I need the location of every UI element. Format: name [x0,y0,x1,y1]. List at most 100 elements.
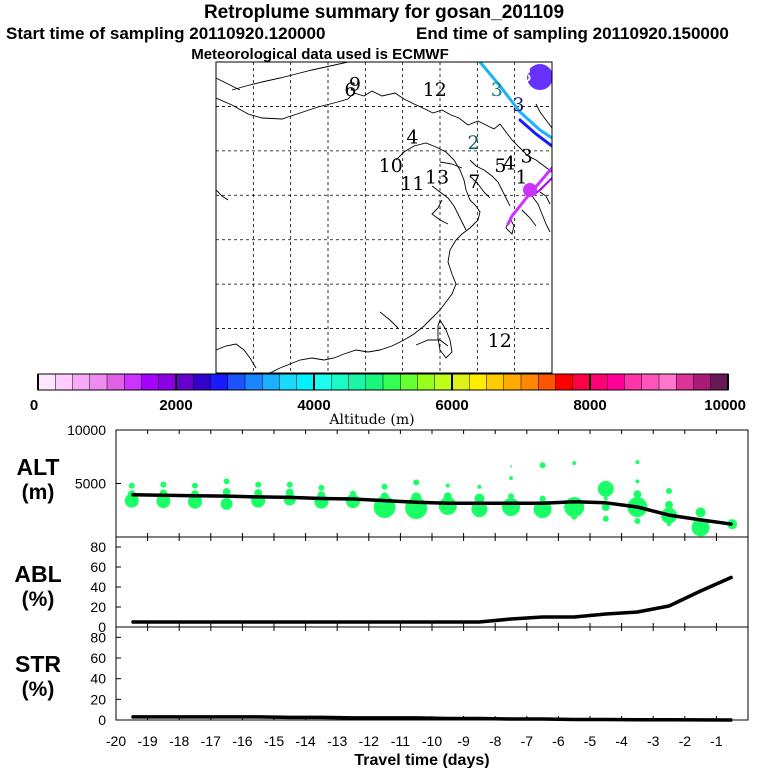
panel-label: STR [15,651,61,677]
cluster-label: 13 [425,167,449,189]
colorbar-swatch [72,373,91,391]
colorbar-swatch [641,373,660,391]
scatter-point [474,493,485,504]
series-point-abl [636,611,639,613]
series-point-abl [289,621,291,623]
x-tick-label: -11 [391,733,410,749]
colorbar-swatch [55,373,74,391]
plume-marker-source [523,183,537,197]
colorbar-swatch [624,373,643,391]
scatter-point [413,479,420,486]
series-point-alt [605,501,607,504]
y-tick-label: 0 [98,619,106,635]
colorbar-swatch [434,373,453,391]
cluster-label: 7 [468,171,480,193]
panel-unit: (%) [22,678,55,701]
scatter-point [286,481,293,488]
series-point-alt [447,502,449,505]
panel-unit: (m) [22,481,55,504]
scatter-point [502,498,520,517]
scatter-point [572,461,577,466]
scatter-point [539,462,546,469]
scatter-point [443,492,452,501]
series-point-alt [699,519,702,521]
series-point-alt [225,495,228,497]
x-tick-label: -9 [457,733,470,749]
series-point-str [257,716,260,718]
series-point-alt [383,499,386,502]
x-tick-label: -20 [106,733,126,749]
colorbar-swatch [348,373,367,391]
series-point-abl [510,618,512,620]
panel-label: ABL [14,561,61,587]
scatter-point [128,482,135,489]
scatter-point [156,494,171,509]
scatter-point [635,460,640,465]
series-point-alt [731,523,733,525]
series-point-str [447,717,449,720]
series-point-alt [257,496,260,498]
scatter-point [381,483,388,490]
series-point-str [478,717,481,720]
scatter-point [667,522,671,527]
x-tick-label: -14 [295,733,315,749]
colorbar-swatch [572,373,591,391]
series-point-str [383,717,386,719]
y-tick-label: 40 [90,579,106,595]
cluster-label: 4 [503,153,515,175]
series-point-str [668,718,670,721]
series-point-str [541,718,544,720]
panel-frame [115,536,749,628]
series-point-abl [194,621,196,623]
x-tick-label: -3 [647,733,660,749]
trajectory-purple [506,166,552,226]
map-frame [215,61,553,374]
series-point-abl [320,621,323,623]
series-point-alt [415,501,418,504]
series-point-alt [352,498,354,500]
panel-frame [115,626,749,721]
colorbar-swatch [486,373,505,391]
colorbar-swatch [382,373,401,391]
scatter-point [602,515,609,522]
series-point-abl [447,621,449,623]
scatter-point [188,494,202,509]
series-point-abl [478,621,481,623]
series-point-str [320,716,323,719]
plume-marker-upper [527,64,552,90]
trajectory-cyan [478,62,552,140]
cluster-label: 4 [406,127,418,149]
scatter-point [411,492,422,503]
cluster-label: 3 [521,145,533,167]
x-tick-label: -7 [521,733,534,749]
panel-unit: (%) [22,588,55,611]
y-tick-label: 80 [90,539,106,555]
y-tick-label: 40 [90,671,106,687]
scatter-point [633,490,642,499]
colorbar-swatch [469,373,488,391]
y-tick-label: 0 [98,712,106,728]
colorbar-tick-label: 10000 [704,397,746,414]
altitude-colorbar: 0 2000 4000 6000 8000 10000 [30,373,746,414]
y-tick-label: 60 [90,650,106,666]
y-tick-label: 10000 [67,422,106,438]
colorbar-tick-label: 4000 [297,397,330,414]
cluster-label: 12 [488,330,512,352]
scatter-point [477,484,482,489]
scatter-point [222,488,231,497]
scatter-point [539,495,546,502]
colorbar-tick-label: 0 [30,397,38,414]
colorbar-swatch [106,373,125,391]
scatter-point [695,507,706,518]
panel-abl: 80 60 40 20 0 ABL(%) [14,536,749,635]
x-tick-label: -15 [264,733,284,749]
series-point-str [510,718,512,720]
y-tick-label: 5000 [75,476,106,492]
series-point-str [415,717,418,719]
series-point-str [194,716,196,718]
scatter-point [603,496,608,501]
series-point-str [573,718,575,721]
colorbar-tick-label: 8000 [573,397,606,414]
